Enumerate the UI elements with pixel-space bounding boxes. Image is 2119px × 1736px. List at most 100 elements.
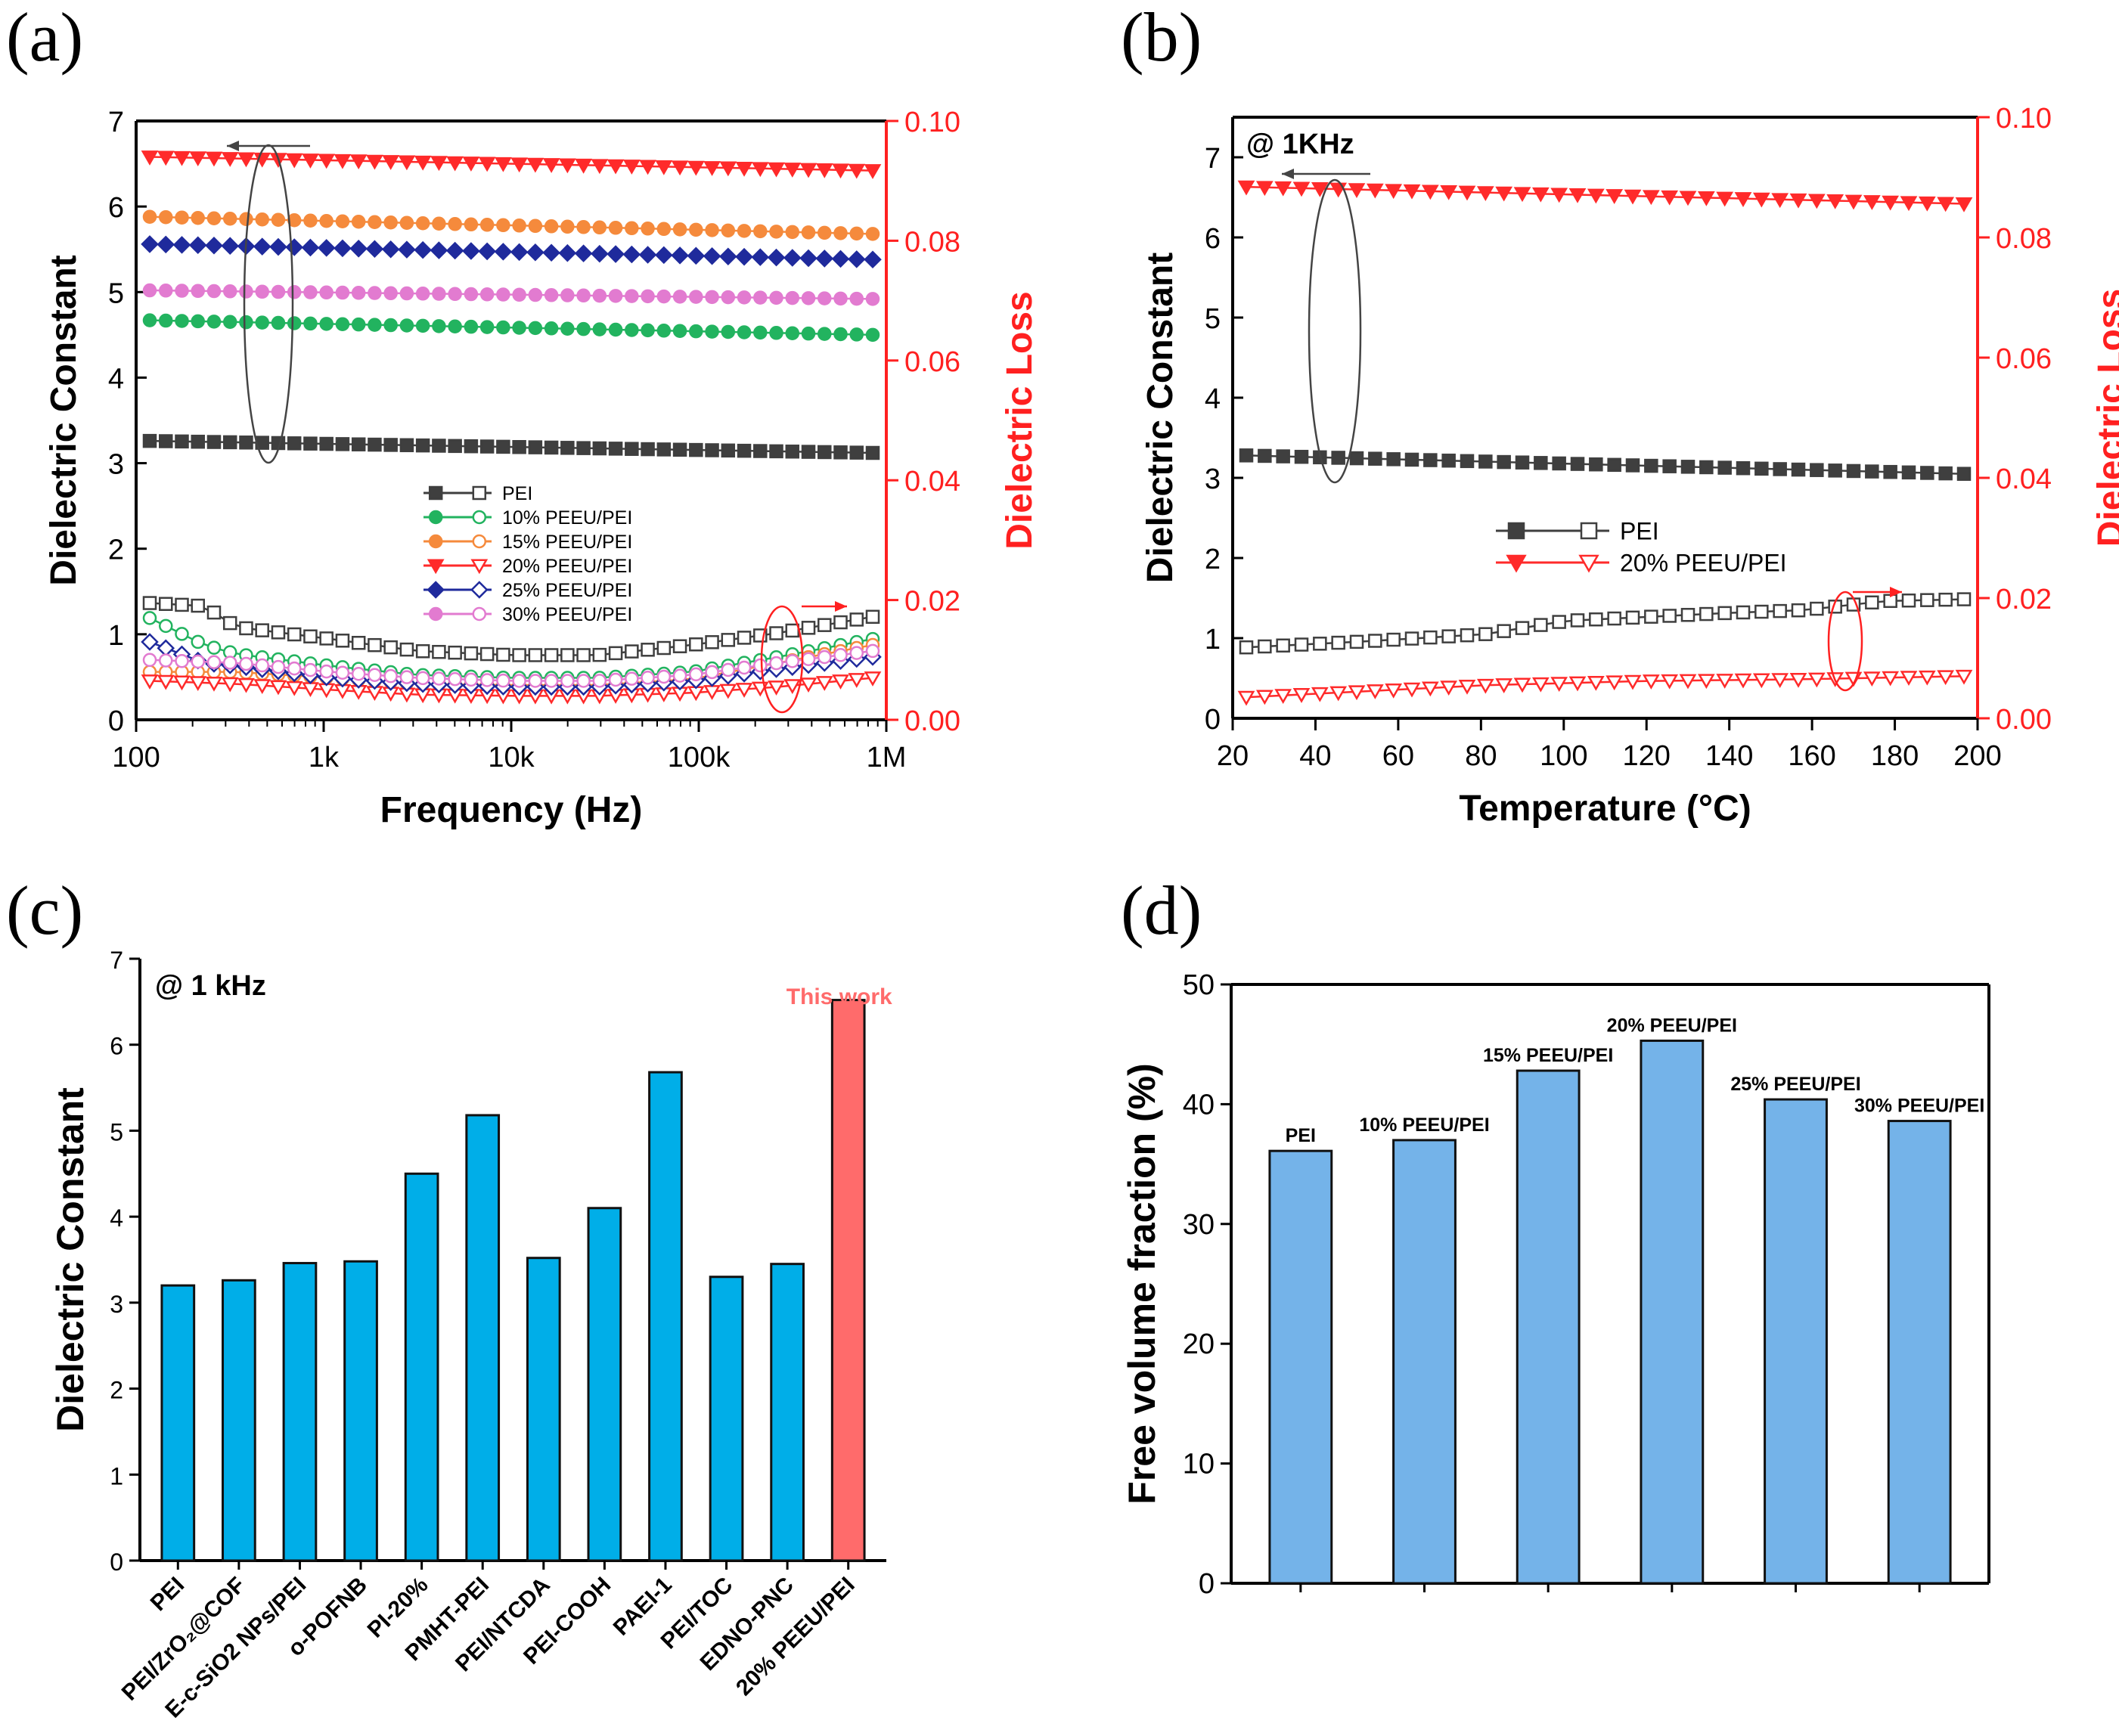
x-tick-label: 140 [1705, 740, 1753, 772]
constant-point [1807, 194, 1826, 209]
constant-point [1255, 181, 1274, 197]
constant-point [1440, 185, 1458, 200]
loss-point [1385, 683, 1403, 699]
constant-point [703, 246, 721, 265]
constant-point [753, 290, 768, 305]
legend-marker-filled [1506, 554, 1527, 573]
x-tick-label: 180 [1871, 740, 1919, 772]
legend-label: 30% PEEU/PEI [502, 604, 632, 625]
loss-point [1403, 682, 1421, 698]
bar [465, 1114, 501, 1562]
loss-point [1255, 690, 1274, 705]
loss-point [1497, 624, 1511, 638]
loss-point [142, 611, 157, 625]
constant-point [638, 246, 657, 264]
loss-point [1697, 674, 1715, 690]
constant-point [399, 286, 414, 301]
constant-point [558, 243, 577, 262]
constant-point [349, 240, 368, 258]
loss-point [479, 673, 495, 687]
loss-line [149, 649, 873, 682]
loss-point [1368, 634, 1382, 648]
constant-point [689, 290, 703, 304]
constant-point [479, 439, 495, 454]
constant-line [149, 319, 873, 336]
constant-point [175, 284, 189, 298]
constant-point [368, 318, 382, 332]
y-axis-title: Dielectric Constant [44, 255, 84, 585]
loss-point [1311, 687, 1329, 702]
legend-marker-open [472, 534, 487, 549]
constant-point [158, 313, 173, 328]
legend-marker-filled [428, 606, 443, 622]
constant-point [430, 241, 448, 259]
loss-point [432, 644, 446, 659]
constant-point [849, 291, 864, 306]
y-axis-title: Dielectric Constant [1140, 253, 1180, 583]
loss-point [1349, 634, 1364, 649]
constant-point [753, 444, 768, 458]
y2-axis-title: Dielectric Loss [2091, 289, 2119, 547]
constant-point [510, 243, 529, 262]
constant-point [528, 440, 543, 454]
constant-point [705, 324, 719, 339]
constant-point [544, 288, 559, 302]
loss-point [1807, 672, 1826, 688]
constant-point [672, 290, 687, 304]
constant-point [785, 225, 800, 240]
constant-point [175, 434, 189, 449]
loss-point [415, 644, 430, 659]
constant-point [142, 283, 157, 298]
panel-label: (d) [1121, 872, 1202, 949]
constant-line [149, 289, 873, 300]
x-axis-title: Temperature (°C) [1459, 789, 1751, 829]
legend: PEI 10% PEEU/PEI 15% PEEU/PEI 20% PEEU/PEI 2… [423, 483, 632, 625]
constant-point [237, 152, 255, 168]
constant-point [719, 247, 737, 265]
constant-point [335, 285, 350, 300]
series-30-peeu-pei [142, 283, 880, 688]
loss-point [721, 662, 736, 677]
loss-point [158, 653, 173, 668]
loss-point [173, 675, 191, 691]
loss-point [1865, 595, 1879, 610]
constant-point [833, 226, 848, 240]
loss-point [848, 673, 866, 688]
loss-point [1495, 678, 1513, 693]
annotation: @ 1 kHz [155, 970, 266, 1002]
loss-point [206, 640, 222, 655]
constant-point [383, 318, 398, 333]
constant-point [512, 219, 526, 233]
constant-point [221, 152, 239, 167]
constant-point [737, 443, 752, 458]
loss-point [1552, 615, 1566, 629]
constant-point [448, 439, 462, 454]
loss-point [191, 634, 205, 649]
loss-group-ellipse [1827, 591, 1863, 692]
y-tick-label: 4 [110, 1204, 123, 1232]
y-tick-label: 2 [110, 1377, 123, 1404]
loss-point [303, 629, 318, 643]
constant-point [303, 285, 318, 299]
constant-point [349, 154, 368, 170]
bar [648, 1071, 683, 1562]
constant-point [206, 211, 222, 225]
y-tick-label: 2 [108, 535, 124, 566]
constant-point [1956, 467, 1972, 481]
loss-point [237, 677, 255, 693]
constant-point [1239, 448, 1254, 463]
constant-point [592, 220, 607, 235]
constant-point [687, 246, 706, 265]
constant-point [865, 227, 880, 241]
legend-marker-open [1578, 554, 1599, 573]
bar [830, 999, 866, 1562]
constant-point [641, 289, 655, 304]
legend-label: PEI [502, 483, 532, 504]
constant-point [721, 290, 736, 305]
constant-point [526, 157, 544, 173]
constant-point [383, 286, 398, 301]
loss-point [528, 674, 543, 688]
loss-point [1331, 635, 1345, 650]
constant-point [1607, 457, 1621, 473]
loss-point [464, 672, 479, 687]
